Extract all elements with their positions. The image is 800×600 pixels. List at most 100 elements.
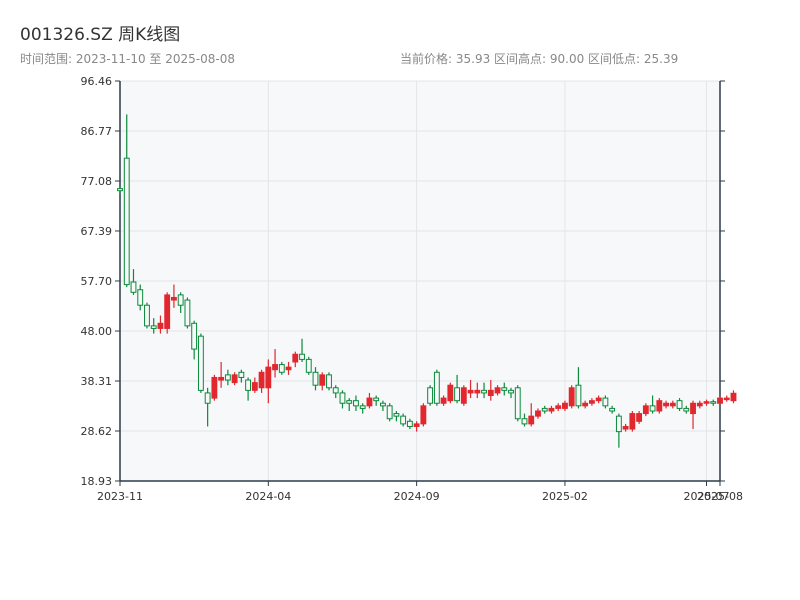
candle-body bbox=[177, 294, 184, 306]
candle-body bbox=[272, 364, 278, 371]
candle-body bbox=[373, 397, 380, 402]
candle-body bbox=[433, 371, 440, 404]
candle-body bbox=[460, 387, 467, 404]
candle-body bbox=[494, 387, 501, 394]
y-tick-label: 57.70 bbox=[81, 275, 113, 288]
x-tick-label: 2024-04 bbox=[245, 490, 291, 503]
candle-body bbox=[204, 392, 211, 404]
candle-body bbox=[366, 397, 373, 407]
candle-body bbox=[548, 407, 555, 412]
candle-body bbox=[609, 407, 616, 412]
candle-body bbox=[615, 415, 622, 433]
candle-body bbox=[582, 402, 589, 407]
candle-body bbox=[400, 415, 407, 425]
candle-body bbox=[164, 294, 171, 329]
candle-body bbox=[150, 325, 157, 329]
candle-body bbox=[696, 402, 703, 407]
candle-body bbox=[595, 397, 602, 402]
chart-title: 001326.SZ 周K线图 bbox=[20, 25, 180, 45]
stat: 当前价格: 35.93 bbox=[400, 51, 490, 66]
candle-body bbox=[379, 402, 386, 407]
candle-body bbox=[359, 405, 366, 409]
candle-body bbox=[285, 366, 292, 371]
candle-body bbox=[481, 389, 487, 394]
candle-body bbox=[562, 402, 568, 409]
candle-body bbox=[406, 420, 413, 427]
candle-body bbox=[514, 387, 521, 420]
y-tick-label: 77.08 bbox=[81, 175, 113, 188]
candle-body bbox=[137, 289, 144, 306]
candle-body bbox=[258, 371, 265, 389]
candle-body bbox=[440, 397, 447, 404]
candle-body bbox=[730, 392, 737, 402]
candle-body bbox=[117, 188, 123, 192]
candle-body bbox=[346, 400, 353, 404]
candle-body bbox=[575, 384, 582, 407]
candle-body bbox=[588, 400, 595, 404]
y-tick-label: 28.62 bbox=[81, 425, 113, 438]
candle-body bbox=[299, 353, 305, 360]
candle-body bbox=[231, 374, 238, 384]
candle-body bbox=[265, 366, 272, 389]
candle-body bbox=[568, 387, 575, 407]
candle-body bbox=[676, 400, 683, 409]
candle-body bbox=[629, 413, 636, 430]
candle-body bbox=[717, 397, 723, 404]
candle-body bbox=[245, 379, 252, 391]
candle-body bbox=[487, 389, 494, 397]
candle-body bbox=[238, 371, 245, 378]
chart-subtitle: 时间范围: 2023-11-10 至 2025-08-08 bbox=[20, 52, 235, 66]
candle-body bbox=[393, 413, 400, 417]
candle-body bbox=[528, 415, 535, 425]
candle-body bbox=[184, 299, 191, 327]
candle-body bbox=[467, 389, 474, 394]
candle-body bbox=[508, 389, 514, 394]
candle-body bbox=[171, 296, 177, 301]
candle-body bbox=[278, 364, 285, 373]
candle-body bbox=[683, 407, 690, 412]
candle-body bbox=[454, 387, 461, 402]
candle-body bbox=[690, 402, 696, 415]
x-tick-label: 2025-07 bbox=[684, 490, 730, 503]
candle-body bbox=[339, 392, 346, 404]
candle-body bbox=[501, 387, 508, 391]
candle-body bbox=[669, 402, 676, 407]
candle-body bbox=[710, 401, 717, 404]
candle-body bbox=[521, 418, 528, 425]
candle-body bbox=[197, 335, 204, 391]
candle-body bbox=[555, 405, 562, 409]
candle-body bbox=[130, 281, 137, 293]
x-tick-label: 2025-02 bbox=[542, 490, 588, 503]
candle-body bbox=[211, 376, 218, 399]
candle-body bbox=[636, 413, 643, 422]
candle-body bbox=[723, 397, 730, 401]
candle-body bbox=[224, 374, 231, 381]
candle-body bbox=[251, 382, 258, 391]
candle-body bbox=[474, 389, 481, 394]
y-tick-label: 38.31 bbox=[81, 375, 113, 388]
candle-body bbox=[305, 358, 312, 373]
candle-body bbox=[386, 405, 393, 420]
candle-body bbox=[191, 322, 198, 350]
candle-body bbox=[123, 157, 130, 286]
stat: 区间高点: 90.00 bbox=[494, 51, 584, 66]
candle-body bbox=[663, 402, 669, 407]
candle-body bbox=[413, 423, 420, 427]
candle-body bbox=[332, 387, 339, 394]
x-tick-label: 2025-08 bbox=[697, 490, 743, 503]
candle-body bbox=[157, 322, 164, 329]
y-tick-label: 48.00 bbox=[81, 325, 113, 338]
candle-body bbox=[642, 405, 649, 415]
candle-body bbox=[353, 400, 359, 407]
candle-body bbox=[541, 407, 548, 412]
candle-body bbox=[292, 353, 299, 363]
candle-body bbox=[649, 405, 656, 412]
candle-body bbox=[447, 384, 454, 402]
y-tick-label: 67.39 bbox=[81, 225, 113, 238]
candle-body bbox=[326, 374, 332, 389]
y-tick-label: 86.77 bbox=[81, 125, 113, 138]
candle-body bbox=[312, 371, 319, 386]
candle-body bbox=[602, 397, 609, 407]
